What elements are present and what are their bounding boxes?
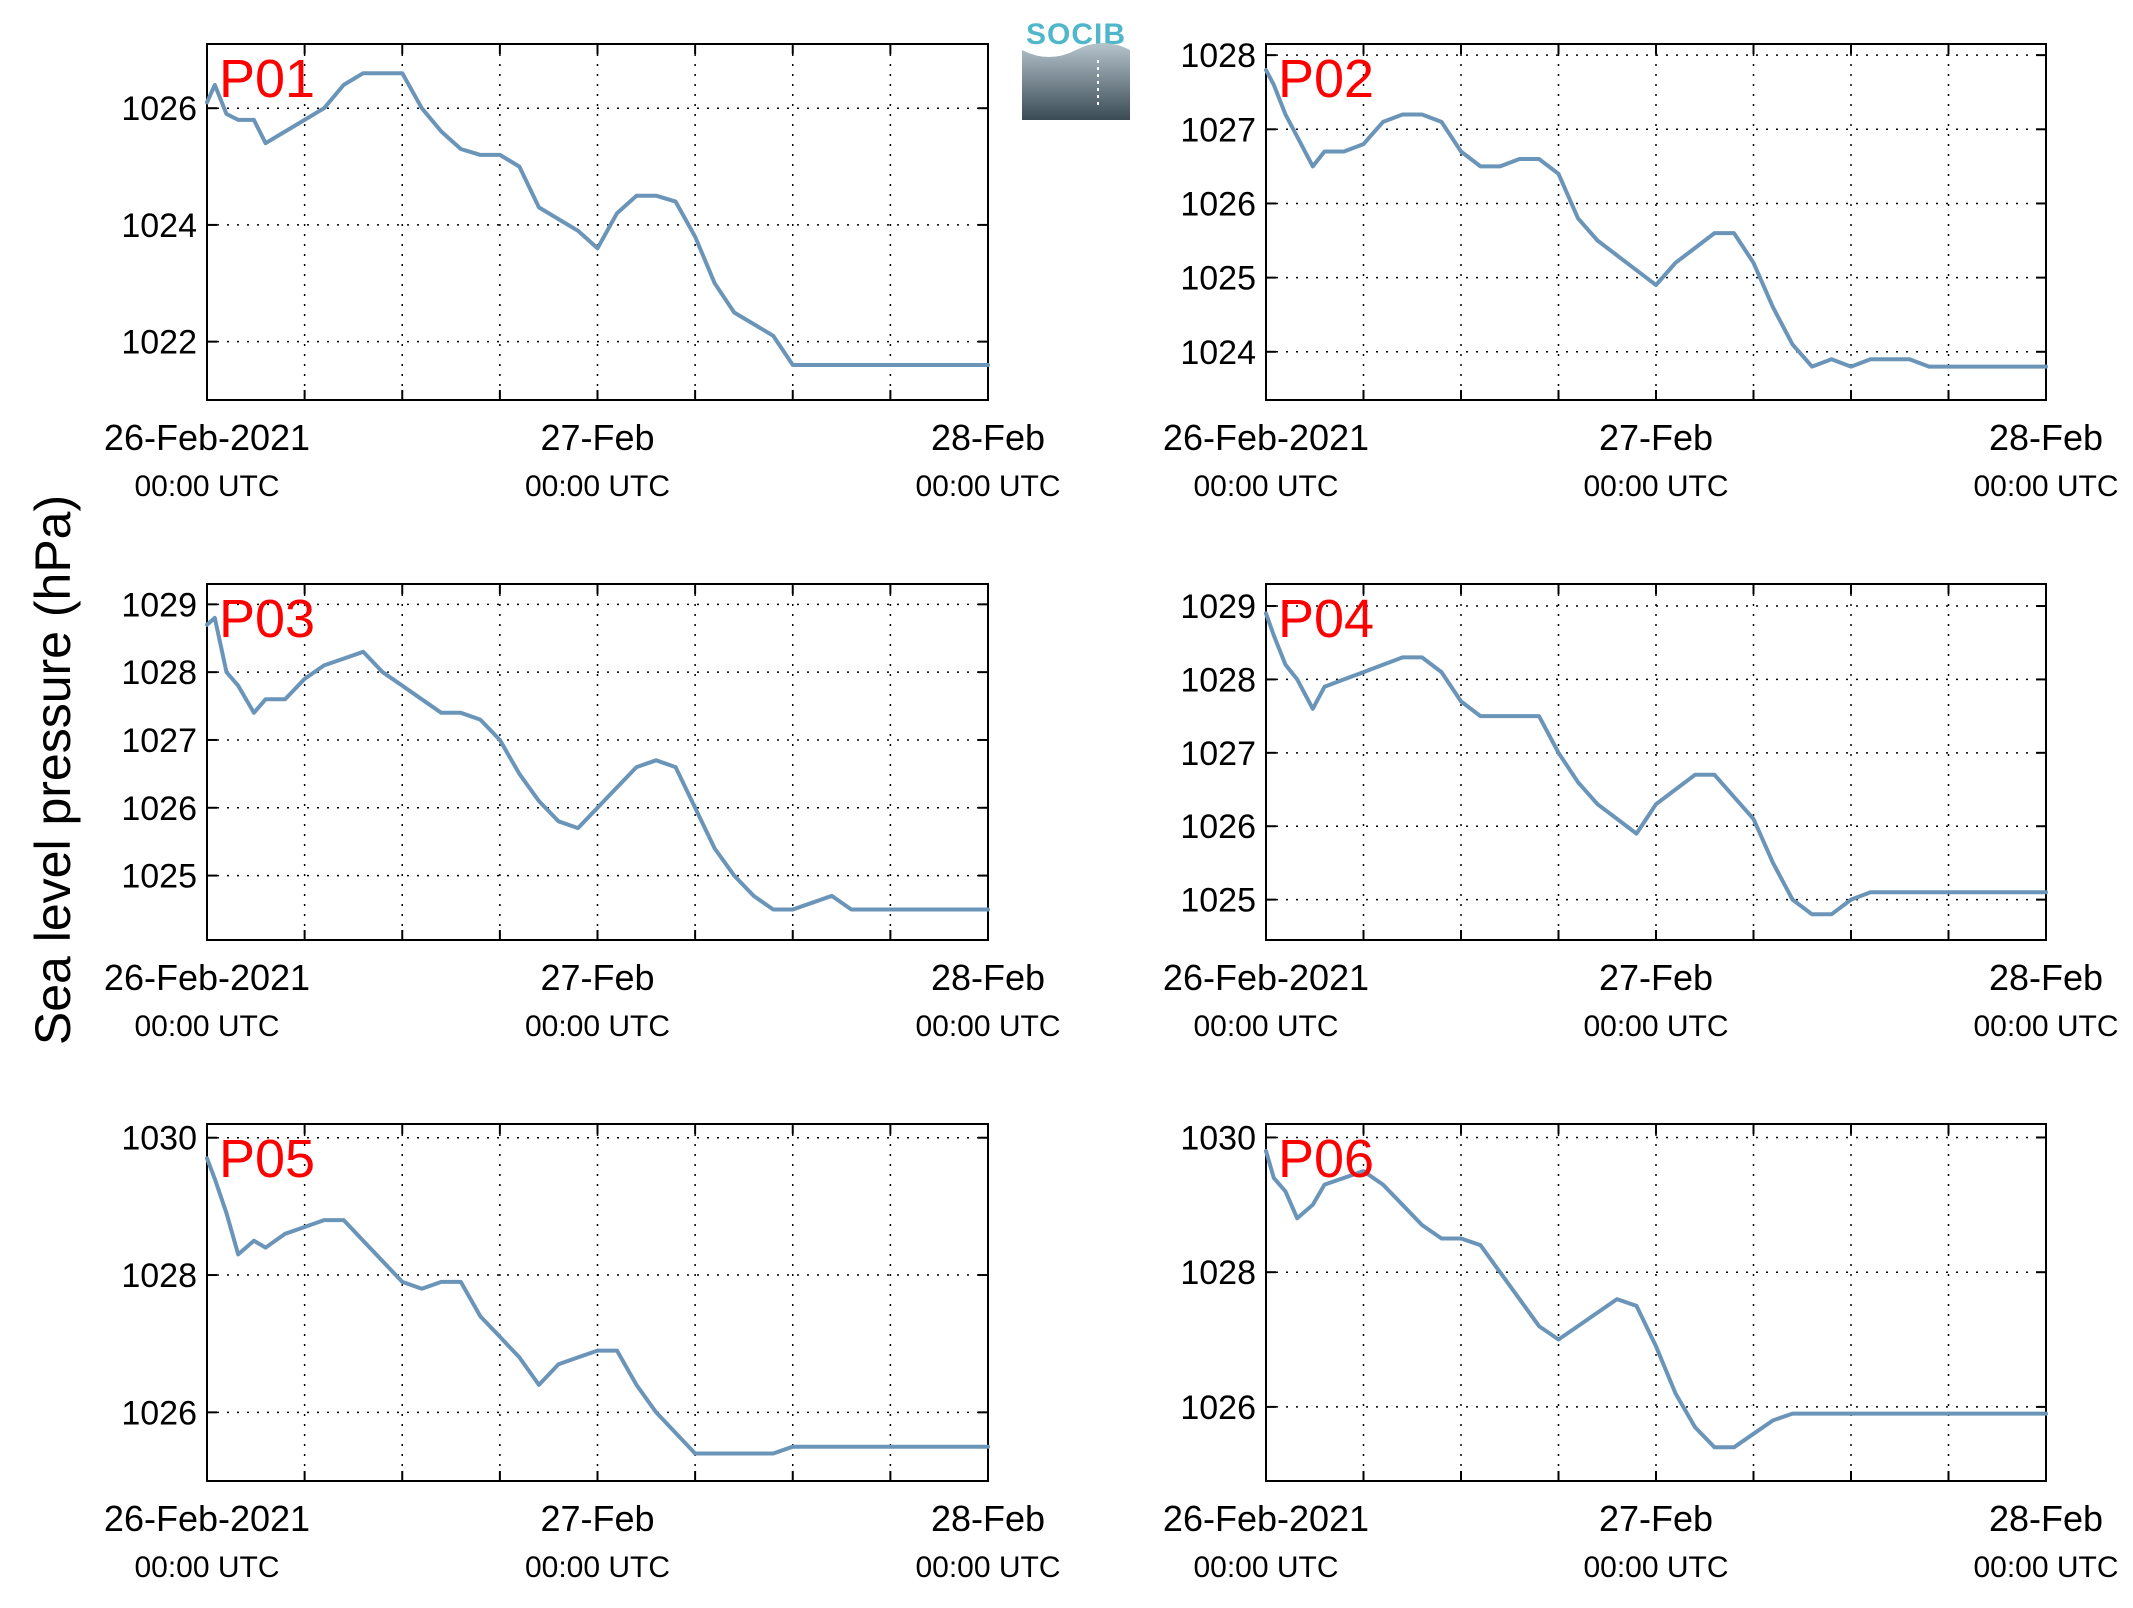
series-line: [1264, 68, 2048, 369]
series-line: [205, 71, 990, 367]
panel-label: P01: [219, 49, 315, 109]
y-tick-label: 1026: [1180, 1389, 1256, 1427]
x-tick-sublabel: 00:00 UTC: [915, 470, 1060, 503]
y-tick-label: 1028: [1180, 1254, 1256, 1292]
y-tick-label: 1025: [121, 858, 197, 896]
x-tick-label: 26-Feb-2021: [1163, 1498, 1369, 1539]
x-tick-sublabel: 00:00 UTC: [525, 1010, 670, 1043]
y-tick-label: 1024: [1180, 334, 1256, 372]
y-tick-label: 1030: [1180, 1119, 1256, 1157]
axes-frame: [1265, 1123, 2047, 1482]
y-tick-label: 1028: [121, 1257, 197, 1295]
panel-label: P03: [219, 589, 315, 649]
x-tick-label: 26-Feb-2021: [1163, 957, 1369, 998]
x-tick-label: 28-Feb: [931, 417, 1045, 458]
chart-panel-p06: 26-Feb-2021 00:00 UTC 27-Feb 00:00 UTC 28-Fe…: [1163, 1119, 2119, 1584]
x-tick-label: 28-Feb: [931, 957, 1045, 998]
y-tick-label: 1022: [121, 324, 197, 362]
x-tick-sublabel: 00:00 UTC: [915, 1010, 1060, 1043]
socib-logo: SOCIB: [1022, 18, 1130, 120]
y-tick-label: 1027: [1180, 111, 1256, 149]
chart-panel-p03: 26-Feb-2021 00:00 UTC 27-Feb 00:00 UTC 28-Fe…: [104, 583, 1061, 1043]
y-tick-label: 1029: [121, 586, 197, 624]
y-tick-label: 1026: [1180, 185, 1256, 223]
chart-panels: 26-Feb-2021 00:00 UTC 27-Feb 00:00 UTC 28-Fe…: [104, 37, 2119, 1584]
series-line: [1264, 1148, 2048, 1450]
chart-panel-p01: 26-Feb-2021 00:00 UTC 27-Feb 00:00 UTC 28-Fe…: [104, 43, 1061, 503]
x-tick-label: 26-Feb-2021: [104, 957, 310, 998]
x-tick-label: 27-Feb: [1599, 417, 1713, 458]
y-axis-label: Sea level pressure (hPa): [25, 495, 81, 1045]
y-tick-label: 1026: [121, 790, 197, 828]
x-tick-label: 27-Feb: [1599, 957, 1713, 998]
y-tick-label: 1027: [1180, 735, 1256, 773]
x-tick-sublabel: 00:00 UTC: [525, 1551, 670, 1584]
x-tick-label: 28-Feb: [931, 1498, 1045, 1539]
x-tick-sublabel: 00:00 UTC: [1973, 1551, 2118, 1584]
y-tick-label: 1027: [121, 722, 197, 760]
series-line: [205, 1156, 990, 1456]
x-tick-sublabel: 00:00 UTC: [134, 1551, 279, 1584]
chart-panel-p02: 26-Feb-2021 00:00 UTC 27-Feb 00:00 UTC 28-Fe…: [1163, 37, 2119, 503]
y-tick-label: 1026: [121, 90, 197, 128]
y-tick-label: 1025: [1180, 260, 1256, 298]
x-tick-sublabel: 00:00 UTC: [1193, 470, 1338, 503]
x-tick-sublabel: 00:00 UTC: [1193, 1551, 1338, 1584]
x-tick-sublabel: 00:00 UTC: [134, 1010, 279, 1043]
panel-label: P04: [1278, 589, 1374, 649]
x-tick-sublabel: 00:00 UTC: [1193, 1010, 1338, 1043]
x-tick-sublabel: 00:00 UTC: [1973, 1010, 2118, 1043]
x-tick-sublabel: 00:00 UTC: [915, 1551, 1060, 1584]
chart-panel-p04: 26-Feb-2021 00:00 UTC 27-Feb 00:00 UTC 28-Fe…: [1163, 583, 2119, 1043]
series-line: [1264, 611, 2048, 917]
x-tick-sublabel: 00:00 UTC: [525, 470, 670, 503]
y-tick-label: 1029: [1180, 588, 1256, 626]
chart-panel-p05: 26-Feb-2021 00:00 UTC 27-Feb 00:00 UTC 28-Fe…: [104, 1120, 1061, 1584]
x-tick-label: 27-Feb: [540, 417, 654, 458]
x-tick-label: 28-Feb: [1989, 417, 2103, 458]
y-tick-label: 1024: [121, 207, 197, 245]
axes-frame: [206, 43, 989, 401]
axes-frame: [206, 583, 989, 941]
x-tick-label: 28-Feb: [1989, 957, 2103, 998]
x-tick-sublabel: 00:00 UTC: [134, 470, 279, 503]
y-tick-label: 1030: [121, 1120, 197, 1158]
panel-label: P05: [219, 1129, 315, 1189]
x-tick-label: 26-Feb-2021: [1163, 417, 1369, 458]
x-tick-label: 27-Feb: [540, 1498, 654, 1539]
x-tick-label: 26-Feb-2021: [104, 417, 310, 458]
panel-label: P06: [1278, 1129, 1374, 1189]
y-tick-label: 1028: [1180, 37, 1256, 75]
y-tick-label: 1028: [1180, 661, 1256, 699]
axes-frame: [206, 1123, 989, 1482]
x-tick-label: 26-Feb-2021: [104, 1498, 310, 1539]
panel-label: P02: [1278, 49, 1374, 109]
y-tick-label: 1025: [1180, 882, 1256, 920]
axes-frame: [1265, 43, 2047, 401]
x-tick-sublabel: 00:00 UTC: [1583, 1010, 1728, 1043]
x-tick-sublabel: 00:00 UTC: [1583, 1551, 1728, 1584]
y-tick-label: 1026: [121, 1394, 197, 1432]
x-tick-sublabel: 00:00 UTC: [1973, 470, 2118, 503]
x-tick-label: 28-Feb: [1989, 1498, 2103, 1539]
x-tick-label: 27-Feb: [1599, 1498, 1713, 1539]
series-line: [205, 615, 990, 912]
x-tick-sublabel: 00:00 UTC: [1583, 470, 1728, 503]
x-tick-label: 27-Feb: [540, 957, 654, 998]
y-tick-label: 1028: [121, 654, 197, 692]
axes-frame: [1265, 583, 2047, 941]
y-tick-label: 1026: [1180, 808, 1256, 846]
logo-emblem: [1022, 43, 1130, 120]
